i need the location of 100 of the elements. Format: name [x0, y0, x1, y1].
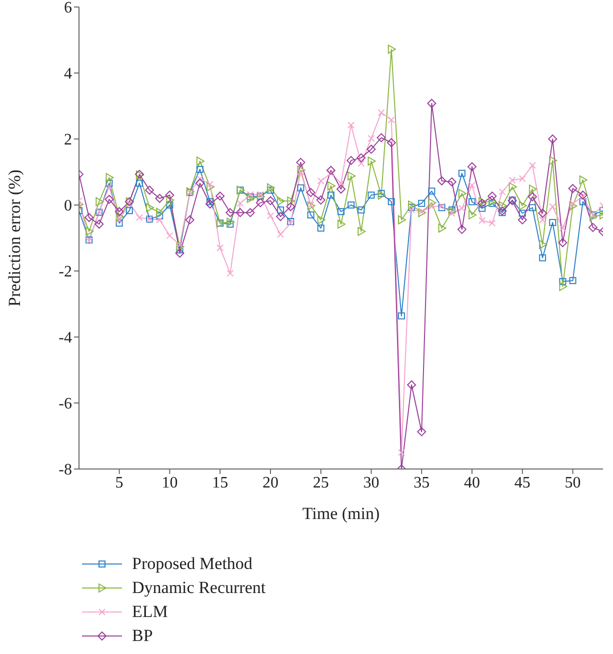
- point: [588, 222, 598, 232]
- point: [277, 196, 286, 206]
- point: [578, 190, 588, 200]
- y-tick-label: 4: [64, 66, 72, 83]
- point: [166, 232, 174, 240]
- point: [468, 198, 476, 206]
- y-tick-label: 6: [64, 0, 72, 17]
- y-tick-label: 0: [64, 198, 72, 215]
- point: [498, 188, 506, 196]
- point: [488, 220, 496, 227]
- point: [528, 184, 537, 194]
- x-tick-label: 45: [514, 474, 530, 492]
- point: [539, 254, 546, 262]
- point: [327, 192, 334, 199]
- point: [358, 226, 366, 236]
- point: [468, 210, 476, 220]
- point: [457, 224, 466, 234]
- point: [528, 162, 536, 169]
- point: [206, 200, 214, 209]
- point: [246, 190, 254, 198]
- point: [559, 282, 568, 292]
- point: [518, 210, 526, 217]
- y-tick-label: 2: [64, 132, 72, 149]
- legend-label: BP: [132, 626, 153, 646]
- point: [458, 188, 466, 198]
- point: [348, 122, 355, 129]
- point: [297, 166, 306, 175]
- point: [256, 198, 265, 208]
- point: [206, 182, 214, 192]
- point: [338, 208, 344, 216]
- point: [348, 202, 355, 208]
- point: [539, 216, 546, 224]
- point: [538, 208, 548, 218]
- point: [368, 134, 375, 142]
- point: [428, 198, 436, 208]
- point: [408, 204, 416, 211]
- point: [458, 170, 466, 177]
- point: [155, 194, 164, 203]
- point: [246, 194, 255, 203]
- point: [518, 201, 527, 210]
- point: [104, 194, 114, 204]
- point: [408, 200, 416, 210]
- point: [468, 162, 476, 172]
- point: [388, 198, 395, 206]
- point: [589, 212, 598, 222]
- x-tick-label: 20: [262, 474, 278, 492]
- point: [196, 166, 204, 173]
- x-tick-label: 5: [115, 474, 124, 492]
- point: [196, 156, 204, 166]
- point: [478, 217, 486, 224]
- point: [579, 198, 586, 206]
- point: [226, 270, 234, 277]
- point: [569, 277, 576, 284]
- point: [116, 220, 123, 227]
- point: [549, 156, 558, 165]
- point: [398, 215, 406, 224]
- point: [498, 206, 507, 216]
- point: [297, 168, 304, 176]
- point: [488, 192, 497, 201]
- point: [356, 153, 366, 162]
- point: [448, 207, 456, 216]
- point: [417, 427, 426, 436]
- point: [528, 204, 536, 212]
- y-tick-label: -6: [58, 396, 72, 413]
- point: [246, 193, 254, 200]
- point: [236, 200, 244, 207]
- point: [156, 212, 164, 220]
- y-axis-title: Prediction error (%): [5, 170, 24, 306]
- x-tick-label: 25: [312, 474, 329, 492]
- point: [458, 204, 466, 212]
- x-tick-label: 35: [414, 474, 430, 492]
- point: [277, 206, 284, 214]
- point: [116, 212, 124, 222]
- point: [195, 178, 204, 188]
- x-tick-label: 15: [212, 474, 228, 492]
- point: [498, 201, 507, 210]
- point: [327, 181, 336, 190]
- point: [398, 449, 405, 456]
- point: [348, 171, 356, 180]
- point: [518, 175, 526, 182]
- point: [114, 207, 124, 216]
- point: [106, 173, 114, 182]
- point: [126, 207, 133, 214]
- point: [569, 201, 578, 210]
- point: [206, 180, 214, 188]
- point: [568, 184, 578, 193]
- point: [468, 182, 476, 189]
- point: [579, 175, 588, 184]
- point: [358, 160, 365, 167]
- legend-label: Dynamic Recurrent: [132, 578, 266, 598]
- point: [296, 158, 306, 167]
- point: [176, 246, 184, 254]
- point: [378, 190, 386, 200]
- point: [175, 248, 184, 258]
- point: [386, 138, 396, 148]
- point: [488, 200, 496, 207]
- point: [338, 180, 344, 187]
- point: [569, 200, 576, 207]
- point: [126, 200, 133, 207]
- point: [407, 380, 416, 390]
